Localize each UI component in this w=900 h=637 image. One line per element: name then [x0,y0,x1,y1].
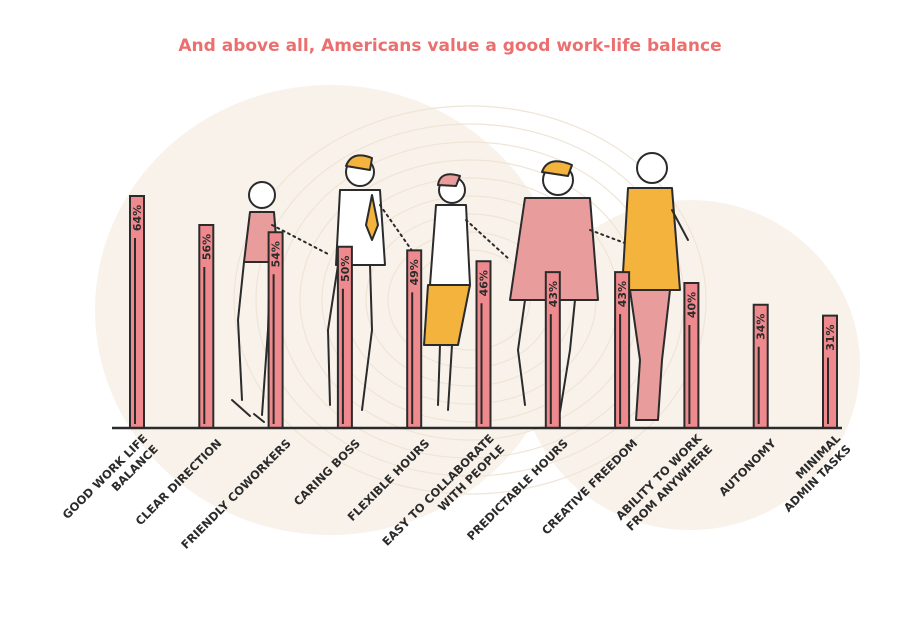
category-tick-label-line: GOOD WORK LIFE [60,431,151,522]
person-figure [327,154,416,411]
bar-value-label: 40% [685,292,698,318]
bars-group [129,195,838,429]
bar-value-label: 46% [478,270,491,296]
person-figure [423,173,511,411]
bar-value-label: 43% [616,281,629,307]
bar-value-label: 49% [408,259,421,285]
person-figure [621,152,689,421]
chart-title: And above all, Americans value a good wo… [178,36,722,56]
bar-value-label: 54% [270,241,283,267]
bar-value-label: 34% [755,314,768,340]
bar-value-label: 31% [824,324,837,350]
bar-value-label: 50% [339,256,352,282]
people-illustration [231,152,689,423]
person-figure [509,160,631,413]
bar-value-label: 56% [200,234,213,260]
bar-value-label: 43% [547,281,560,307]
bar-value-label: 64% [131,205,144,231]
value-labels-group: 64% 56% 54% 50% 49% 46% 43% 43% 40% 34% 31% [131,205,837,351]
decorative-ring [233,105,707,495]
